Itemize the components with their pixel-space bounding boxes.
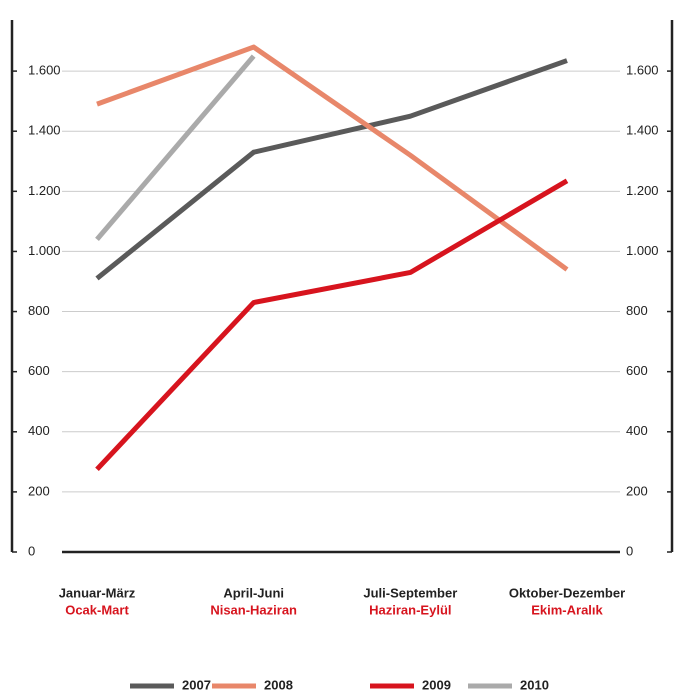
x-tick-label-secondary: Ocak-Mart [65, 602, 129, 617]
y-tick-label: 800 [28, 303, 50, 318]
series-line [95, 54, 256, 242]
x-tick-label: Januar-März [59, 585, 136, 600]
legend-label: 2009 [422, 677, 451, 691]
y-tick-label: 1.200 [28, 183, 61, 198]
x-tick-label-secondary: Nisan-Haziran [210, 602, 297, 617]
y-tick-label: 200 [28, 483, 50, 498]
y2-tick-label: 1.400 [626, 123, 659, 138]
y2-tick-label: 0 [626, 543, 633, 558]
series-line [95, 58, 568, 281]
series-line [95, 178, 569, 472]
y2-tick-label: 1.600 [626, 63, 659, 78]
y2-tick-label: 200 [626, 483, 648, 498]
y2-tick-label: 400 [626, 423, 648, 438]
y-tick-label: 400 [28, 423, 50, 438]
y2-tick-label: 600 [626, 363, 648, 378]
y-tick-label: 600 [28, 363, 50, 378]
x-tick-label: Oktober-Dezember [509, 585, 625, 600]
y-tick-label: 0 [28, 543, 35, 558]
y2-tick-label: 800 [626, 303, 648, 318]
y-tick-label: 1.000 [28, 243, 61, 258]
series-line [96, 44, 569, 272]
x-tick-label: Juli-September [363, 585, 457, 600]
legend-label: 2007 [182, 677, 211, 691]
y-tick-label: 1.600 [28, 63, 61, 78]
x-tick-label: April-Juni [223, 585, 284, 600]
legend-label: 2008 [264, 677, 293, 691]
y2-tick-label: 1.000 [626, 243, 659, 258]
y-tick-label: 1.400 [28, 123, 61, 138]
y2-tick-label: 1.200 [626, 183, 659, 198]
x-tick-label-secondary: Ekim-Aralık [531, 602, 603, 617]
legend-label: 2010 [520, 677, 549, 691]
x-tick-label-secondary: Haziran-Eylül [369, 602, 451, 617]
